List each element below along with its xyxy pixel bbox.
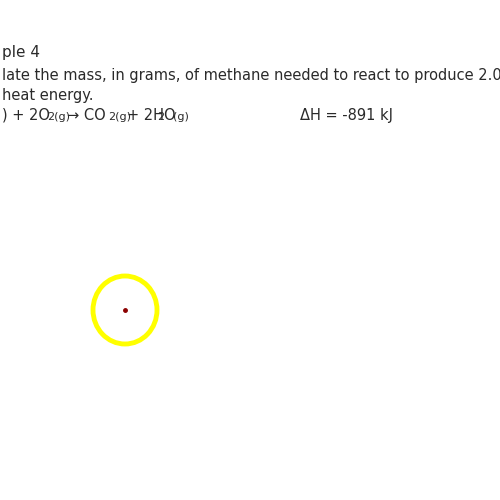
Text: ple 4: ple 4	[2, 45, 40, 60]
Text: 2: 2	[157, 112, 164, 122]
Text: 2(g): 2(g)	[47, 112, 70, 122]
Text: (g): (g)	[173, 112, 189, 122]
Text: ΔH = -891 kJ: ΔH = -891 kJ	[300, 108, 393, 123]
Text: + 2H: + 2H	[127, 108, 164, 123]
Text: heat energy.: heat energy.	[2, 88, 94, 103]
Text: 2(g): 2(g)	[108, 112, 131, 122]
Text: → CO: → CO	[67, 108, 106, 123]
Text: late the mass, in grams, of methane needed to react to produce 2.00: late the mass, in grams, of methane need…	[2, 68, 500, 83]
Text: ) + 2O: ) + 2O	[2, 108, 50, 123]
Text: O: O	[163, 108, 174, 123]
